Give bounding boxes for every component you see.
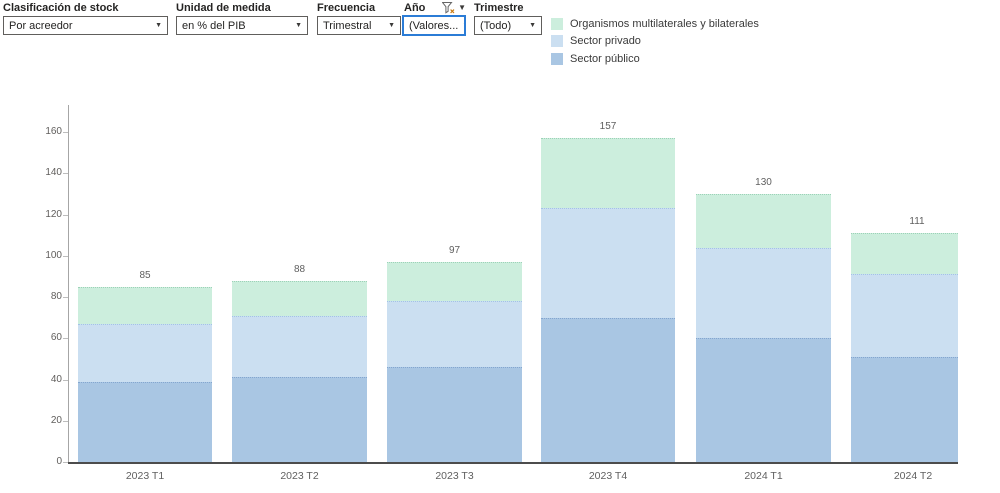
bar-total-label: 88 — [293, 263, 306, 275]
filter-label-text: Unidad de medida — [176, 1, 271, 14]
filter-label: Frecuencia — [317, 1, 401, 14]
unidad-de-medida-dropdown[interactable]: en % del PIB ▼ — [176, 16, 308, 35]
dropdown-value: Por acreedor — [9, 19, 73, 32]
y-axis-tick-mark — [63, 132, 68, 133]
x-axis-label: 2024 T1 — [744, 470, 783, 482]
y-axis-tick-mark — [63, 255, 68, 257]
y-axis-tick-label: 60 — [50, 332, 62, 344]
x-axis-label: 2023 T2 — [280, 470, 319, 482]
legend-label: Sector público — [570, 52, 640, 65]
x-axis-label: 2023 T4 — [588, 470, 628, 482]
chevron-down-icon: ▼ — [155, 22, 162, 29]
bar-total-label: 97 — [448, 244, 461, 256]
dropdown-value: (Valores... — [409, 19, 459, 32]
filter-label-text: Clasificación de stock — [3, 1, 119, 14]
filter-clasificacion-de-stock: Clasificación de stock Por acreedor ▼ — [3, 1, 168, 37]
y-axis-tick-mark — [63, 173, 68, 175]
y-axis-tick-mark — [63, 338, 68, 340]
y-axis-tick-label: 20 — [50, 414, 62, 426]
legend-swatch-organismos — [551, 17, 563, 30]
filter-unidad-de-medida: Unidad de medida en % del PIB ▼ — [176, 1, 308, 37]
legend-swatch-sector-privado — [551, 35, 563, 48]
bar-segment-2024-t1[interactable] — [696, 193, 831, 248]
y-axis-tick-label: 140 — [45, 167, 62, 179]
bar-segment-2023-t4[interactable] — [541, 317, 675, 462]
bar-segment-2023-t4[interactable] — [541, 138, 675, 209]
bar-total-label: 130 — [755, 176, 772, 188]
bar-segment-2023-t1[interactable] — [78, 286, 212, 324]
y-axis-tick-label: 160 — [45, 126, 62, 137]
clasificacion-de-stock-dropdown[interactable]: Por acreedor ▼ — [3, 16, 168, 35]
bar-segment-2023-t3[interactable] — [387, 367, 522, 462]
bar-segment-2024-t1[interactable] — [696, 338, 831, 462]
bar-segment-2024-t2[interactable] — [851, 274, 958, 357]
y-axis-line — [68, 105, 69, 463]
y-axis-tick-label: 120 — [45, 208, 62, 220]
y-axis-tick-label: 40 — [50, 373, 62, 385]
filter-label: Clasificación de stock — [3, 1, 168, 14]
filter-label: Unidad de medida — [176, 1, 308, 14]
y-axis-tick-mark — [63, 379, 68, 381]
bar-segment-2024-t1[interactable] — [696, 247, 831, 339]
legend-label: Organismos multilaterales y bilaterales — [570, 17, 759, 30]
bar-segment-2024-t2[interactable] — [851, 233, 958, 275]
bar-segment-2023-t1[interactable] — [78, 381, 212, 462]
x-axis-line — [68, 462, 958, 464]
legend-item-sector-privado[interactable]: Sector privado — [551, 33, 759, 51]
bar-segment-2023-t2[interactable] — [232, 315, 367, 378]
filter-label-text: Año — [404, 1, 426, 14]
y-axis-tick-label: 0 — [56, 456, 62, 467]
bar-segment-2023-t2[interactable] — [232, 377, 367, 462]
x-axis-label: 2024 T2 — [893, 470, 933, 482]
dropdown-value: Trimestral — [323, 19, 372, 32]
chevron-down-icon: ▼ — [529, 22, 536, 29]
bar-segment-2023-t3[interactable] — [387, 301, 522, 368]
filter-label: Año ▼ — [404, 1, 466, 14]
filter-applied-icon[interactable] — [442, 1, 455, 14]
bar-total-label: 111 — [909, 216, 925, 228]
y-axis-tick-mark — [63, 420, 68, 422]
trimestre-dropdown[interactable]: (Todo) ▼ — [474, 16, 542, 35]
y-axis-tick-mark — [63, 462, 68, 463]
bar-total-label: 85 — [139, 269, 151, 281]
ano-dropdown[interactable]: (Valores... ▼ — [402, 15, 466, 36]
dropdown-value: en % del PIB — [182, 19, 246, 32]
x-axis-label: 2023 T1 — [125, 470, 165, 482]
chevron-down-icon: ▼ — [295, 22, 302, 29]
filter-trimestre: Trimestre (Todo) ▼ — [474, 1, 542, 37]
filter-label-text: Trimestre — [474, 1, 524, 14]
chevron-down-icon[interactable]: ▼ — [458, 3, 466, 12]
bar-total-label: 157 — [599, 121, 617, 133]
bar-segment-2023-t2[interactable] — [232, 280, 367, 316]
bar-segment-2023-t4[interactable] — [541, 208, 675, 318]
legend-item-organismos[interactable]: Organismos multilaterales y bilaterales — [551, 15, 759, 33]
filter-ano: Año ▼ (Valores... ▼ — [402, 1, 466, 37]
legend-swatch-sector-publico — [551, 52, 563, 65]
filter-header-icons: ▼ — [442, 1, 466, 14]
dropdown-value: (Todo) — [480, 19, 512, 32]
chart-legend: Organismos multilaterales y bilaterales … — [551, 15, 759, 68]
bar-segment-2023-t3[interactable] — [387, 261, 522, 302]
legend-label: Sector privado — [570, 35, 641, 48]
filter-frecuencia: Frecuencia Trimestral ▼ — [317, 1, 401, 37]
bar-segment-2024-t2[interactable] — [851, 356, 958, 462]
x-axis-label: 2023 T3 — [435, 470, 474, 482]
y-axis-tick-label: 100 — [45, 249, 62, 261]
bar-segment-2023-t1[interactable] — [78, 323, 212, 382]
chevron-down-icon: ▼ — [462, 22, 464, 29]
filter-label-text: Frecuencia — [317, 1, 376, 14]
y-axis-tick-mark — [63, 214, 68, 216]
y-axis-tick-label: 80 — [50, 291, 62, 302]
y-axis-tick-mark — [63, 297, 68, 298]
chevron-down-icon: ▼ — [388, 22, 395, 29]
filter-label: Trimestre — [474, 1, 542, 14]
legend-item-sector-publico[interactable]: Sector público — [551, 50, 759, 68]
frecuencia-dropdown[interactable]: Trimestral ▼ — [317, 16, 401, 35]
